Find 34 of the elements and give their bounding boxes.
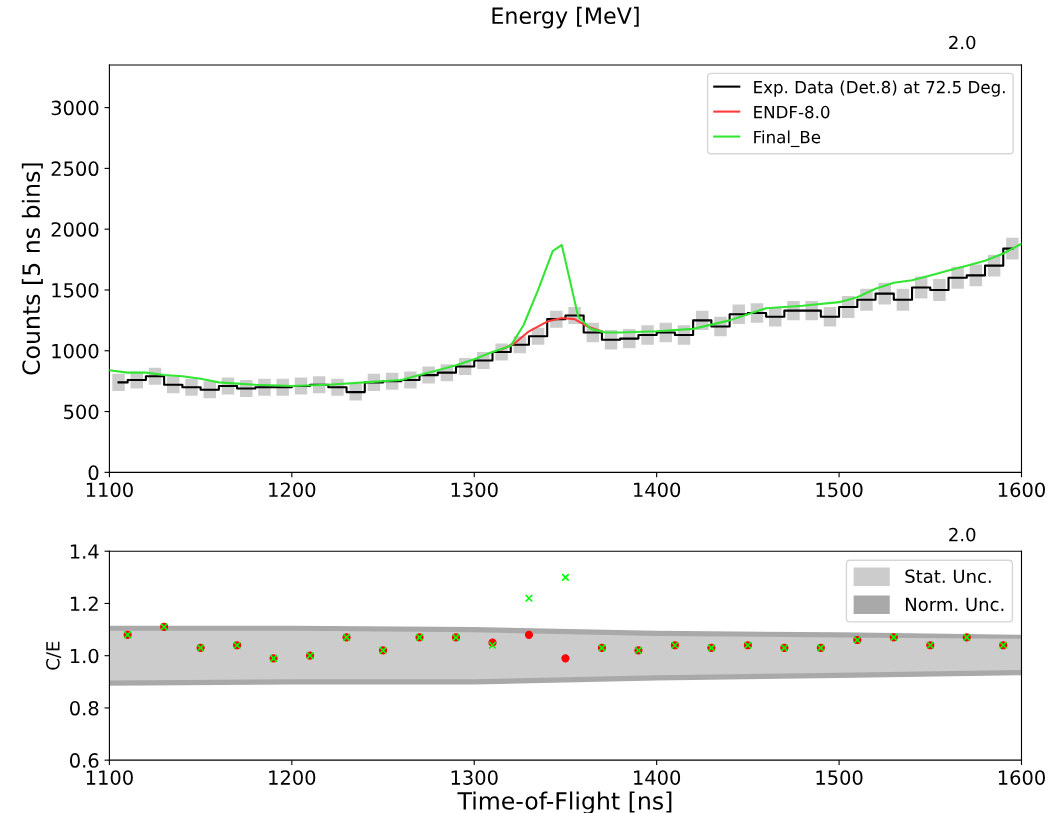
y-tick-label: 500 (64, 404, 99, 420)
x-tick-label: 1500 (816, 482, 863, 498)
x-tick-label: 1300 (451, 482, 498, 498)
y-tick-label: 3000 (51, 100, 99, 116)
y-axis-title: C/E (46, 641, 62, 670)
x-tick-label: 1600 (998, 770, 1045, 785)
legend-label: Stat. Unc. (905, 569, 991, 584)
y-tick-label: 2500 (51, 161, 99, 177)
x-tick-label: 1100 (86, 482, 133, 498)
y-tick-label: 0 (88, 465, 99, 481)
text: 2.0 (949, 35, 976, 50)
legend-label: Exp. Data (Det.8) at 72.5 Deg. (754, 80, 1005, 97)
x-tick-label: 1400 (634, 770, 681, 785)
x-tick-label: 1600 (998, 482, 1045, 498)
y-tick-label: 1.0 (70, 648, 99, 664)
x-tick-label: 1100 (86, 770, 133, 785)
y-tick-label: 1.2 (70, 596, 98, 611)
y-tick-label: 0.8 (70, 700, 99, 716)
text: 2.0 (949, 527, 976, 542)
y-tick-label: 1500 (52, 282, 99, 298)
y-axis-title: Counts [5 ns bins] (21, 163, 43, 375)
legend-label: Final_Be (754, 130, 821, 148)
x-tick-label: 1200 (269, 770, 316, 785)
legend-label: Norm. Unc. (905, 597, 1004, 612)
y-tick-label: 2000 (51, 222, 99, 237)
x-tick-label: 1400 (634, 482, 681, 498)
legend-label: ENDF-8.0 (754, 105, 830, 119)
y-tick-label: 1.4 (70, 544, 99, 559)
y-tick-label: 0.6 (70, 753, 99, 768)
x2-axis-title: Energy [MeV] (492, 6, 639, 29)
x-tick-label: 1500 (816, 770, 863, 785)
x-tick-label: 1200 (269, 482, 316, 498)
y-tick-label: 1000 (52, 343, 99, 359)
x-tick-label: 1300 (451, 770, 498, 785)
